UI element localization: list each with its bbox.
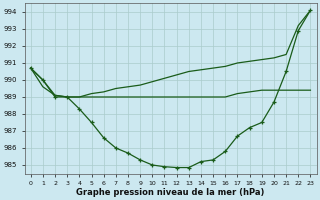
- X-axis label: Graphe pression niveau de la mer (hPa): Graphe pression niveau de la mer (hPa): [76, 188, 265, 197]
